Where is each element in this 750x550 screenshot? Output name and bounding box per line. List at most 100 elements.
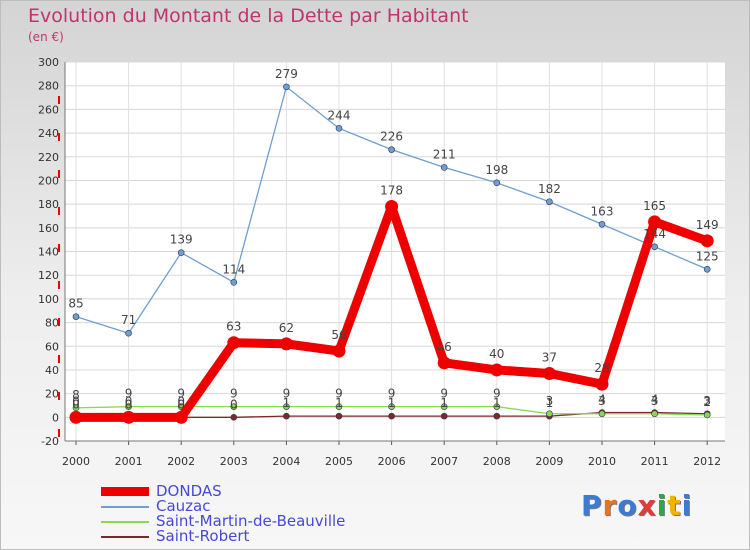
data-label: 63 [226, 320, 241, 334]
legend-swatch [101, 505, 149, 508]
x-tick-label: 2009 [535, 455, 563, 468]
data-label: 226 [380, 130, 403, 144]
data-label: 9 [388, 387, 396, 401]
proxiti-logo: Proxiti [581, 489, 692, 522]
data-label: 198 [485, 163, 508, 177]
legend-swatch [101, 487, 149, 496]
legend-swatch [101, 520, 149, 523]
data-label: 139 [170, 233, 193, 247]
y-tick-label: 260 [38, 103, 59, 116]
legend-label: DONDAS [156, 482, 222, 500]
data-label: 46 [437, 340, 452, 354]
data-point [542, 366, 556, 380]
data-label: 4 [651, 393, 659, 407]
data-point [283, 403, 290, 410]
data-point [440, 412, 448, 420]
data-label: 2 [703, 395, 711, 409]
logo-letter: x [637, 489, 657, 522]
data-label: 279 [275, 67, 298, 81]
data-point [174, 410, 188, 424]
data-label: 0 [125, 397, 133, 411]
data-point [177, 249, 185, 256]
data-point [493, 179, 501, 187]
legend-item: Saint-Robert [101, 529, 345, 544]
legend-swatch [101, 535, 149, 538]
data-point [332, 344, 346, 358]
data-label: 0 [72, 397, 80, 411]
y-tick-label: 20 [45, 388, 59, 401]
data-point [598, 220, 606, 228]
data-label: 3 [598, 394, 606, 408]
data-point [651, 243, 658, 251]
data-point [388, 412, 395, 420]
data-point [227, 336, 241, 350]
data-label: 62 [279, 321, 294, 335]
data-label: 144 [643, 227, 666, 241]
data-point [125, 329, 132, 337]
x-tick-label: 2004 [272, 455, 300, 468]
data-point [700, 234, 714, 248]
data-point [279, 337, 293, 351]
data-label: 9 [125, 387, 133, 401]
legend-item: DONDAS [101, 484, 345, 499]
data-label: 0 [72, 394, 80, 408]
data-label: 1 [388, 396, 396, 410]
data-label: 0 [125, 394, 133, 408]
data-point [283, 412, 290, 420]
data-label: 0 [177, 397, 185, 411]
chart-title: Evolution du Montant de la Dette par Hab… [28, 5, 469, 27]
y-tick-label: 180 [38, 198, 59, 211]
legend-item: Cauzac [101, 499, 345, 514]
data-point [490, 363, 504, 377]
legend-label: Cauzac [156, 497, 211, 515]
x-tick-label: 2003 [220, 455, 248, 468]
y-tick-label: 300 [38, 56, 59, 69]
x-tick-label: 2005 [325, 455, 353, 468]
data-point [493, 412, 501, 420]
logo-letter: o [617, 489, 638, 522]
y-tick-label: 100 [38, 293, 59, 306]
data-label: 163 [591, 204, 614, 218]
data-label: 4 [598, 393, 606, 407]
data-point [335, 403, 343, 410]
y-tick-label: 220 [38, 151, 59, 164]
data-point [648, 215, 662, 229]
y-tick-label: 240 [38, 127, 59, 140]
x-tick-label: 2008 [483, 455, 511, 468]
legend-label: Saint-Martin-de-Beauville [156, 512, 346, 530]
data-point [493, 403, 501, 410]
y-tick-label: 280 [38, 80, 59, 93]
data-label: 165 [643, 199, 666, 213]
data-point [388, 403, 395, 410]
x-tick-label: 2012 [693, 455, 721, 468]
data-label: 28 [594, 361, 609, 375]
data-label: 9 [493, 387, 501, 401]
data-label: 149 [696, 218, 719, 232]
data-label: 1 [546, 396, 554, 410]
y-tick-label: 120 [38, 269, 59, 282]
data-point [230, 414, 238, 421]
x-tick-label: 2010 [588, 455, 616, 468]
data-point [598, 410, 606, 418]
data-label: 3 [651, 394, 659, 408]
data-point [595, 377, 609, 391]
data-point [69, 410, 83, 424]
x-tick-label: 2001 [115, 455, 143, 468]
data-label: 178 [380, 183, 403, 197]
data-label: 1 [335, 396, 343, 410]
data-label: 1 [493, 396, 501, 410]
data-label: 1 [440, 396, 448, 410]
x-tick-label: 2002 [167, 455, 195, 468]
data-point [388, 146, 395, 153]
data-point [385, 199, 399, 213]
data-point [437, 356, 451, 370]
logo-letter: P [581, 489, 603, 522]
data-point [335, 125, 343, 132]
data-label: 9 [335, 387, 343, 401]
data-label: 1 [283, 396, 291, 410]
data-point [703, 265, 711, 273]
chart-legend: DONDAS Cauzac Saint-Martin-de-Beauville Sai… [101, 484, 345, 544]
y-tick-label: 160 [38, 222, 59, 235]
logo-letter: r [602, 489, 618, 522]
x-tick-label: 2006 [378, 455, 406, 468]
